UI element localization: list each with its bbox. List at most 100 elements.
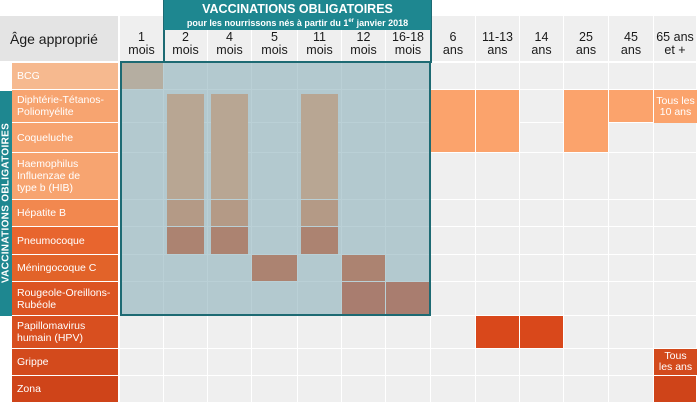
grid-cell (654, 200, 696, 226)
vaccination-mark (342, 282, 385, 315)
grid-cell (609, 200, 653, 226)
vaccination-mark (476, 90, 519, 152)
grid-cell (520, 200, 563, 226)
grid-cell (120, 153, 163, 199)
grid-cell (164, 63, 207, 89)
vaccine-label: Méningocoque C (12, 255, 118, 281)
grid-cell (386, 153, 430, 199)
age-column-header: 16-18 mois (386, 30, 430, 61)
dtp-frequency-note: Tous les 10 ans (654, 90, 697, 123)
grid-cell (208, 255, 251, 281)
grid-cell (386, 316, 430, 348)
grid-cell (252, 349, 297, 375)
grid-cell (120, 376, 163, 402)
grid-cell (609, 153, 653, 199)
grid-cell (564, 200, 608, 226)
vaccination-mark (167, 94, 204, 199)
vaccine-label: Zona (12, 376, 118, 402)
grid-cell (386, 123, 430, 152)
age-header-label: Âge approprié (0, 16, 118, 61)
grid-cell (564, 227, 608, 254)
vaccination-mark (342, 255, 385, 281)
grid-cell (609, 227, 653, 254)
grid-cell (164, 376, 207, 402)
grid-cell (120, 200, 163, 226)
age-column-header: 11 mois (298, 30, 341, 61)
vaccination-mark (654, 376, 696, 402)
grid-cell (476, 349, 519, 375)
grid-cell (431, 376, 475, 402)
grid-cell (342, 316, 385, 348)
vaccination-mark (301, 200, 338, 226)
grid-cell (431, 282, 475, 315)
grid-cell (298, 63, 341, 89)
grid-cell (431, 349, 475, 375)
vaccine-label: Diphtérie-Tétanos- Poliomyélite (12, 90, 118, 122)
grid-cell (252, 153, 297, 199)
mandatory-title: VACCINATIONS OBLIGATOIRES (202, 2, 393, 16)
grid-cell (208, 282, 251, 315)
grid-cell (252, 227, 297, 254)
grid-cell (298, 255, 341, 281)
grid-cell (431, 255, 475, 281)
grid-cell (654, 255, 696, 281)
age-column-header: 5 mois (252, 30, 297, 61)
vaccination-mark (211, 94, 248, 199)
grid-cell (654, 316, 696, 348)
vaccination-mark (476, 316, 519, 348)
grid-cell (120, 349, 163, 375)
grid-cell (654, 153, 696, 199)
age-column-header: 14 ans (520, 16, 563, 61)
grid-cell (476, 227, 519, 254)
grid-cell (342, 90, 385, 122)
grid-cell (564, 153, 608, 199)
mandatory-side-band (0, 91, 12, 316)
grid-cell (609, 376, 653, 402)
grid-cell (431, 227, 475, 254)
grid-cell (386, 255, 430, 281)
vaccination-mark (167, 200, 204, 226)
mandatory-side-label: VACCINATIONS OBLIGATOIRES (0, 122, 12, 284)
grid-cell (386, 227, 430, 254)
grid-cell (476, 200, 519, 226)
grid-cell (120, 227, 163, 254)
grid-cell (386, 63, 430, 89)
grid-cell (609, 282, 653, 315)
grid-cell (208, 63, 251, 89)
mandatory-header: VACCINATIONS OBLIGATOIRES pour les nourr… (164, 0, 431, 30)
vaccination-mark (211, 200, 248, 226)
grid-cell (342, 349, 385, 375)
grippe-frequency-note: Tous les ans (654, 349, 697, 375)
grid-cell (252, 376, 297, 402)
grid-cell (252, 90, 297, 122)
age-column-header: 11-13 ans (476, 16, 519, 61)
grid-cell (609, 349, 653, 375)
grid-cell (520, 63, 563, 89)
grid-cell (298, 376, 341, 402)
vaccination-mark (252, 255, 297, 281)
grid-cell (298, 316, 341, 348)
grid-cell (164, 349, 207, 375)
vaccination-mark (520, 316, 563, 348)
mandatory-subtitle-sup: er (348, 18, 355, 24)
grid-cell (520, 376, 563, 402)
grid-cell (609, 63, 653, 89)
vaccination-mark (211, 227, 248, 254)
grid-cell (164, 282, 207, 315)
vaccination-mark (386, 282, 430, 315)
vaccine-label: Haemophilus Influenzae de type b (HIB) (12, 153, 118, 199)
grid-cell (120, 282, 163, 315)
grid-cell (208, 316, 251, 348)
age-column-header: 25 ans (564, 16, 608, 61)
grid-cell (564, 255, 608, 281)
age-column-header: 45 ans (609, 16, 653, 61)
grid-cell (431, 153, 475, 199)
grid-cell (564, 316, 608, 348)
grid-cell (476, 63, 519, 89)
grid-cell (342, 63, 385, 89)
grid-cell (342, 153, 385, 199)
grid-cell (520, 123, 563, 152)
grid-cell (564, 376, 608, 402)
grid-cell (164, 316, 207, 348)
